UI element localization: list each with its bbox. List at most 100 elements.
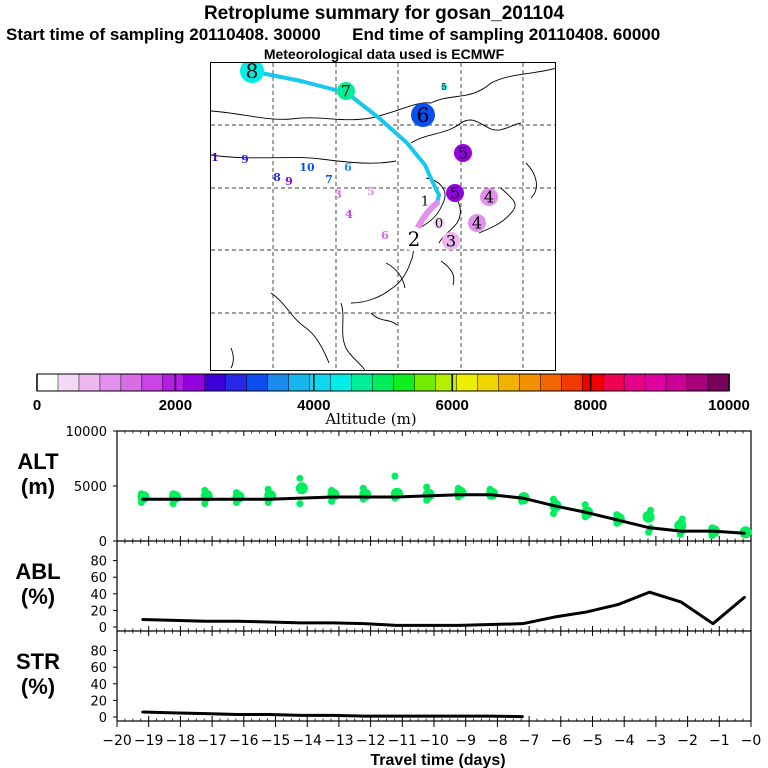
- data-point: [648, 526, 651, 529]
- colorbar-swatch: [288, 373, 311, 392]
- colorbar-swatch: [267, 373, 290, 392]
- trajectory-marker: [419, 195, 431, 207]
- data-point: [458, 493, 461, 496]
- colorbar-swatch: [57, 373, 80, 392]
- data-point: [648, 590, 651, 594]
- colorbar-swatch: [665, 373, 688, 392]
- data-point: [553, 615, 556, 619]
- small-trajectory-label: 9: [285, 175, 293, 188]
- y-tick-label: 40: [90, 678, 107, 693]
- small-trajectory-label: 6: [381, 229, 389, 242]
- particle-cluster: [581, 501, 589, 509]
- data-point: [331, 495, 334, 499]
- data-point: [426, 494, 429, 498]
- particle-cluster: [296, 474, 304, 482]
- x-tick-label: −0: [741, 733, 762, 749]
- x-tick-label: −20: [102, 733, 132, 749]
- colorbar-swatch: [435, 373, 458, 392]
- x-tick-label: −17: [197, 733, 227, 749]
- plot-frame: [116, 430, 752, 722]
- colorbar-tick-label: 4000: [297, 397, 330, 414]
- data-point: [711, 622, 715, 625]
- trajectory-day-label: 2: [408, 227, 421, 251]
- trajectory-day-label: 8: [246, 63, 259, 83]
- colorbar-swatch: [309, 373, 332, 392]
- colorbar-label: Altitude (m): [324, 410, 416, 428]
- data-point: [204, 619, 207, 623]
- colorbar-swatch: [225, 373, 248, 392]
- data-point: [363, 622, 366, 625]
- small-trajectory-label: 10: [299, 161, 315, 174]
- panel-ylabel: STR: [16, 649, 60, 674]
- chart-title: Retroplume summary for gosan_201104: [203, 3, 565, 24]
- colorbar-swatch: [456, 373, 479, 392]
- data-point: [584, 511, 588, 514]
- x-tick-label: −14: [292, 733, 322, 749]
- y-tick-label: 60: [90, 571, 107, 586]
- particle-cluster: [391, 472, 399, 480]
- data-point: [236, 498, 239, 501]
- colorbar-swatch: [183, 373, 206, 392]
- colorbar-swatch: [393, 373, 416, 392]
- y-tick-label: 20: [90, 694, 107, 709]
- trajectory-marker: [402, 227, 426, 251]
- trajectory-marker: [411, 103, 435, 127]
- colorbar-swatch: [204, 373, 227, 392]
- colorbar-swatch: [686, 373, 709, 392]
- data-point: [299, 496, 303, 500]
- y-tick-label: 5000: [74, 480, 107, 495]
- y-tick-label: 0: [99, 621, 107, 636]
- x-tick-label: −15: [261, 733, 291, 749]
- data-point: [172, 498, 176, 501]
- y-tick-label: 0: [99, 535, 107, 550]
- data-point: [584, 610, 588, 614]
- start-time-label: Start time of sampling 20110408. 30000: [6, 25, 321, 44]
- x-tick-label: −6: [550, 733, 571, 749]
- x-tick-label: −16: [229, 733, 259, 749]
- small-trajectory-label: 4: [345, 208, 353, 221]
- colorbar-swatch: [581, 373, 604, 392]
- particle-cluster: [296, 500, 304, 508]
- colorbar-swatch: [560, 373, 583, 392]
- data-point: [204, 498, 207, 501]
- data-point: [236, 713, 239, 716]
- colorbar-swatch: [477, 373, 500, 392]
- data-point: [743, 532, 746, 535]
- data-point: [299, 621, 303, 625]
- particle-cluster: [328, 486, 336, 494]
- trajectory-day-label: 5: [441, 83, 447, 93]
- trajectory-marker: [442, 232, 460, 250]
- colorbar-swatch: [372, 373, 395, 392]
- colorbar-swatch: [602, 373, 625, 392]
- data-point: [458, 714, 461, 718]
- particle-cluster: [739, 526, 752, 539]
- panel-ylabel: ALT: [17, 449, 59, 474]
- small-trajectory-label: 9: [241, 153, 249, 166]
- data-point: [521, 622, 524, 625]
- y-tick-label: 0: [99, 711, 107, 726]
- data-point: [680, 529, 683, 533]
- particle-cluster: [674, 519, 687, 532]
- data-point: [521, 715, 524, 718]
- panel-ylabel: (m): [21, 474, 55, 499]
- colorbar-tick-label: 2000: [159, 397, 192, 414]
- x-tick-label: −3: [646, 733, 667, 749]
- y-tick-label: 80: [90, 645, 107, 660]
- particle-cluster: [708, 524, 716, 532]
- data-point: [236, 619, 239, 623]
- data-point: [711, 529, 715, 533]
- small-trajectory-label: 3: [334, 188, 342, 201]
- trajectory-day-label: 4: [472, 214, 482, 233]
- trajectory-day-label: 5: [450, 184, 460, 203]
- small-trajectory-label: 8: [273, 171, 281, 184]
- panel-ylabel: (%): [21, 674, 55, 699]
- data-point: [267, 498, 271, 501]
- particle-cluster: [613, 511, 621, 519]
- small-trajectory-label: 1: [211, 151, 219, 164]
- small-trajectory-label: 6: [344, 161, 352, 174]
- x-tick-label: −5: [582, 733, 603, 749]
- met-data-label: Meteorological data used is ECMWF: [263, 46, 505, 62]
- particle-cluster: [295, 482, 308, 495]
- trajectory-marker: [468, 214, 486, 232]
